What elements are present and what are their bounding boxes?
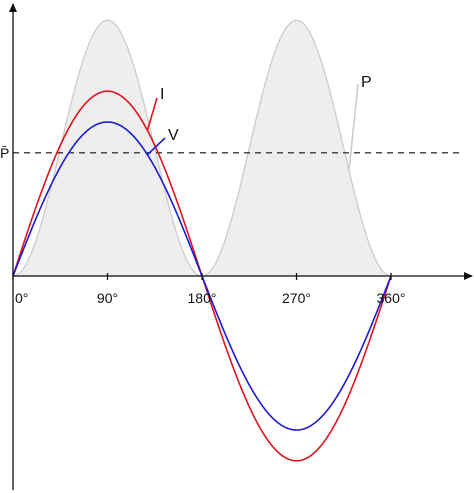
x-tick-label: 180° [188, 290, 217, 306]
voltage-label-leader [146, 137, 166, 156]
power-label-leader [348, 83, 359, 171]
x-tick-label: 90° [97, 290, 118, 306]
current-label-leader [146, 97, 158, 131]
x-tick-label: 360° [377, 290, 406, 306]
x-tick-label: 270° [282, 290, 311, 306]
voltage-series-label: V [168, 127, 179, 144]
power-series-label: P [361, 74, 372, 91]
average-power-label: P̄ [0, 145, 9, 161]
x-tick-label: 0° [15, 290, 28, 306]
x-tick-group: 0° 90° 180° 270° 360° [12, 273, 406, 306]
current-series-label: I [160, 86, 164, 103]
power-curve-area [12, 19, 392, 277]
